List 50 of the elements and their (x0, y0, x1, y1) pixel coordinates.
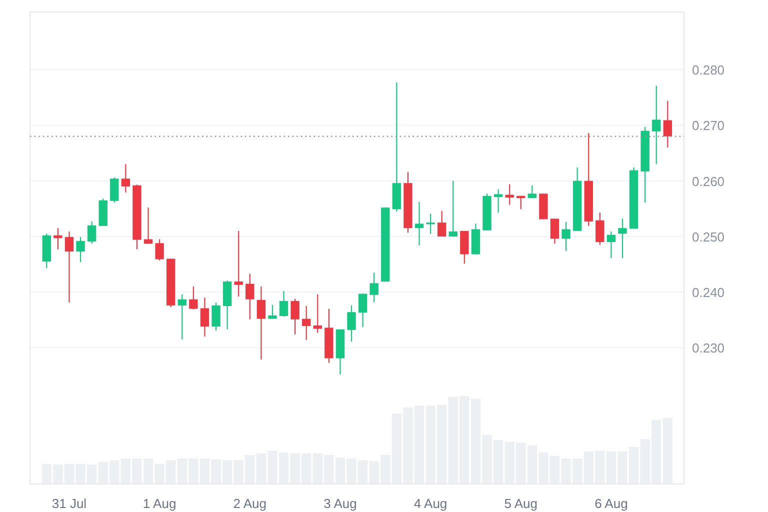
candlestick (347, 304, 356, 342)
x-tick-label: 6 Aug (594, 496, 628, 510)
candlestick (200, 297, 210, 338)
candlestick (256, 286, 266, 360)
x-tick-label: 5 Aug (504, 496, 538, 510)
candlestick (87, 220, 96, 244)
candlestick (437, 210, 446, 238)
candlestick (279, 290, 288, 318)
candlestick (178, 294, 186, 340)
y-tick-label: 0.250 (692, 228, 725, 244)
x-tick-label: 31 Jul (52, 496, 87, 510)
candlestick (155, 238, 164, 261)
candlestick (189, 286, 198, 310)
candlestick (663, 100, 672, 148)
candlestick (76, 236, 85, 263)
candlestick (212, 302, 220, 332)
candlestick (448, 180, 458, 238)
candlestick (426, 213, 435, 234)
candlestick (358, 293, 368, 328)
candlestick (550, 218, 560, 244)
candlestick (562, 221, 570, 252)
candlestick (234, 230, 243, 298)
candlestick (290, 298, 300, 335)
candlestick (606, 230, 616, 259)
candlestick (370, 272, 378, 303)
y-tick-label: 0.280 (692, 62, 725, 78)
candlestick (54, 228, 62, 250)
candlestick (494, 188, 503, 214)
candlestick (618, 218, 627, 259)
candlestick (121, 164, 130, 194)
y-tick-label: 0.240 (692, 284, 725, 300)
candlestick (110, 176, 119, 204)
y-tick-label: 0.230 (692, 340, 725, 356)
x-tick-label: 3 Aug (324, 496, 357, 510)
x-tick-label: 4 Aug (414, 496, 448, 510)
candlestick (652, 85, 661, 165)
y-tick-label: 0.260 (692, 173, 725, 188)
x-tick-label: 2 Aug (233, 496, 267, 510)
candlestick (302, 305, 311, 340)
candlestick (268, 304, 277, 320)
candlestick (596, 212, 604, 246)
candlestick (414, 201, 424, 246)
candlestick (505, 184, 514, 206)
candlestick (64, 230, 74, 304)
candlestick (528, 184, 537, 199)
candlestick (460, 230, 469, 264)
x-tick-label: 1 Aug (142, 496, 176, 510)
candlestick (313, 294, 322, 334)
y-tick-label: 0.270 (692, 118, 725, 133)
candlestick (246, 273, 254, 320)
